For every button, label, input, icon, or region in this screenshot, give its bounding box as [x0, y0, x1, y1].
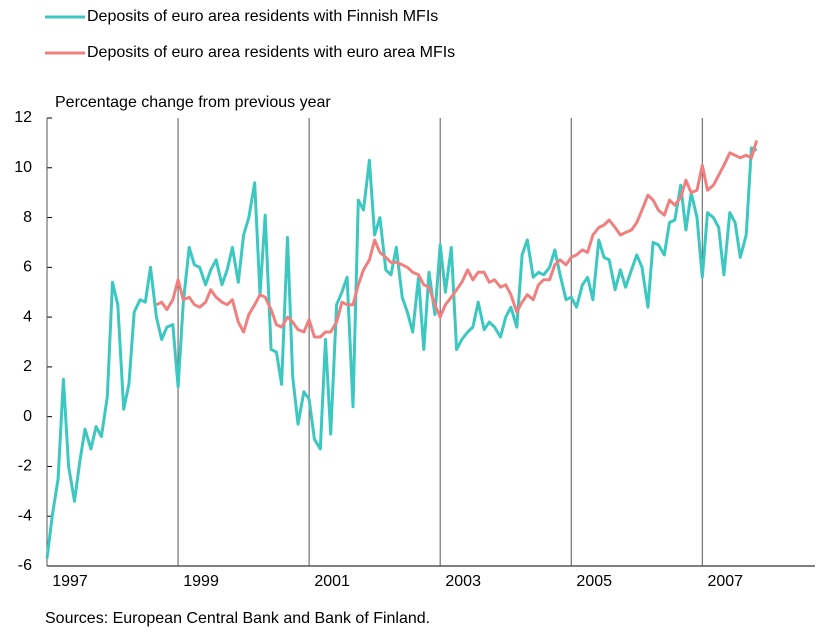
y-tick-label: 10: [14, 159, 32, 176]
y-tick-label: 6: [23, 259, 32, 276]
y-tick-label: -4: [18, 507, 32, 524]
legend-label: Deposits of euro area residents with Fin…: [87, 8, 438, 25]
source-note: Sources: European Central Bank and Bank …: [45, 610, 430, 627]
series-line: [45, 146, 758, 559]
legend-label: Deposits of euro area residents with eur…: [87, 44, 455, 61]
chart-title: Percentage change from previous year: [55, 94, 331, 111]
x-tick-label: 2007: [707, 573, 743, 590]
series-line: [155, 139, 759, 339]
y-tick-label: -6: [18, 557, 32, 574]
y-tick-label: 2: [23, 358, 32, 375]
y-tick-label: 4: [23, 308, 32, 325]
x-tick-label: 2003: [445, 573, 481, 590]
x-tick-label: 2001: [314, 573, 350, 590]
y-tick-label: 8: [23, 209, 32, 226]
y-tick-label: 12: [14, 109, 32, 126]
x-tick-label: 1997: [52, 573, 88, 590]
x-tick-label: 2005: [576, 573, 612, 590]
y-tick-label: -2: [18, 458, 32, 475]
y-tick-label: 0: [23, 408, 32, 425]
x-tick-label: 1999: [183, 573, 219, 590]
